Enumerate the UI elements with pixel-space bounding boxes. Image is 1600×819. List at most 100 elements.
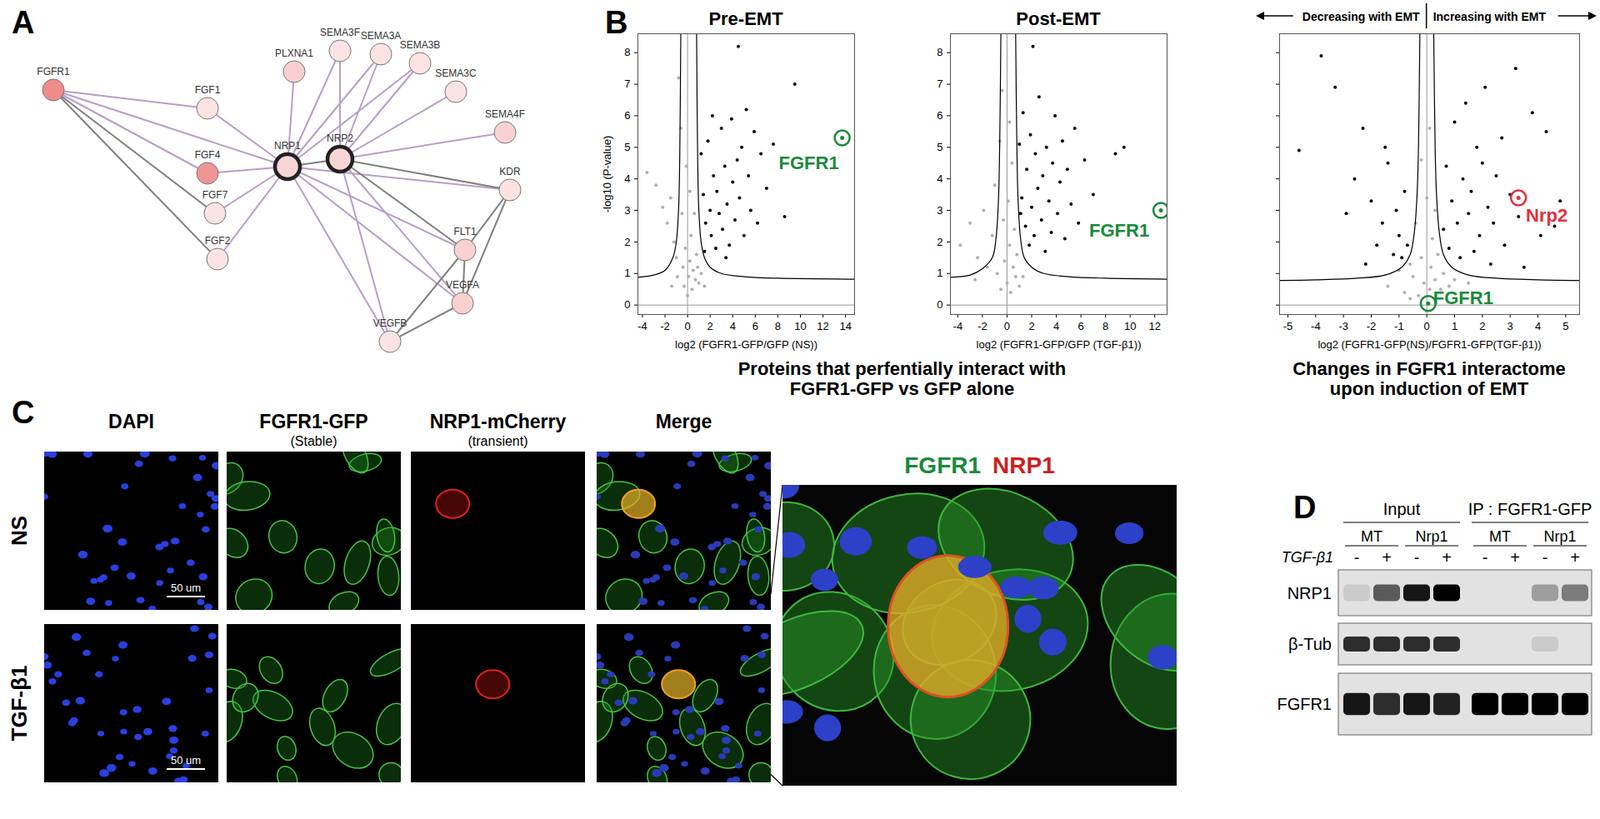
svg-text:14: 14 [839, 320, 851, 333]
svg-text:7: 7 [624, 77, 630, 90]
svg-text:4: 4 [1053, 320, 1060, 333]
svg-text:FGF7: FGF7 [202, 189, 229, 201]
svg-text:KDR: KDR [499, 165, 521, 178]
svg-text:6: 6 [936, 109, 943, 122]
svg-text:SEMA3B: SEMA3B [400, 39, 441, 51]
svg-text:VEGFB: VEGFB [373, 317, 408, 330]
svg-text:Nrp1: Nrp1 [1415, 528, 1448, 545]
svg-text:-: - [1542, 548, 1549, 567]
svg-text:FGF4: FGF4 [195, 149, 221, 161]
svg-text:2: 2 [1479, 320, 1485, 333]
svg-text:1: 1 [1451, 320, 1458, 333]
svg-text:FGFR1: FGFR1 [1089, 220, 1150, 241]
svg-text:Input: Input [1383, 500, 1421, 519]
svg-text:MT: MT [1489, 528, 1511, 545]
svg-text:50 um: 50 um [170, 581, 201, 595]
svg-text:Merge: Merge [655, 410, 713, 433]
svg-text:6: 6 [624, 109, 630, 122]
svg-text:FGFR1: FGFR1 [779, 151, 840, 173]
svg-text:B: B [605, 5, 628, 40]
svg-text:D: D [1293, 490, 1316, 525]
svg-text:-1: -1 [1394, 320, 1405, 333]
svg-text:log2 (FGFR1-GFP(NS)/FGFR1-GFP(: log2 (FGFR1-GFP(NS)/FGFR1-GFP(TGF-β1)) [1317, 338, 1541, 351]
svg-text:log2 (FGFR1-GFP/GFP (TGF-β1)): log2 (FGFR1-GFP/GFP (TGF-β1)) [976, 338, 1142, 351]
svg-text:SEMA4F: SEMA4F [485, 108, 525, 120]
svg-text:10: 10 [1124, 320, 1136, 333]
svg-text:NRP2: NRP2 [326, 132, 354, 145]
svg-text:-4: -4 [1310, 320, 1321, 333]
svg-text:0: 0 [936, 298, 943, 311]
svg-text:-3: -3 [1338, 320, 1349, 333]
svg-text:FLT1: FLT1 [453, 225, 476, 238]
svg-text:2: 2 [936, 235, 943, 249]
svg-text:(Stable): (Stable) [290, 434, 337, 449]
svg-text:8: 8 [936, 45, 943, 59]
svg-text:VEGFA: VEGFA [445, 279, 480, 291]
svg-text:-2: -2 [660, 320, 670, 333]
svg-text:1: 1 [624, 266, 630, 280]
svg-text:1: 1 [936, 266, 943, 280]
svg-text:upon induction of EMT: upon induction of EMT [1330, 378, 1530, 400]
svg-text:FGFR1-GFP vs GFP alone: FGFR1-GFP vs GFP alone [790, 378, 1015, 400]
svg-text:4: 4 [936, 172, 943, 185]
svg-text:0: 0 [1424, 320, 1430, 333]
svg-text:SEMA3C: SEMA3C [435, 67, 477, 80]
svg-text:50 um: 50 um [170, 754, 201, 767]
svg-text:MT: MT [1360, 528, 1383, 545]
svg-text:3: 3 [624, 204, 630, 217]
svg-text:+: + [1510, 548, 1520, 567]
svg-text:-log10 (P-value): -log10 (P-value) [600, 135, 614, 214]
svg-text:IP : FGFR1-GFP: IP : FGFR1-GFP [1468, 500, 1593, 519]
svg-text:FGFR1: FGFR1 [36, 65, 70, 78]
svg-text:FGF1: FGF1 [195, 84, 221, 96]
svg-text:5: 5 [624, 140, 630, 154]
svg-text:TGF-β1: TGF-β1 [1281, 549, 1334, 566]
svg-text:-: - [1354, 548, 1360, 567]
svg-text:Changes in FGFR1 interactome: Changes in FGFR1 interactome [1292, 358, 1566, 380]
svg-text:Nrp2: Nrp2 [1525, 205, 1568, 226]
svg-text:6: 6 [1077, 320, 1084, 333]
svg-text:6: 6 [752, 320, 759, 333]
svg-text:FGFR1-GFP: FGFR1-GFP [259, 410, 368, 433]
svg-text:3: 3 [936, 204, 943, 217]
svg-text:Pre-EMT: Pre-EMT [708, 8, 784, 30]
svg-text:FGF2: FGF2 [205, 235, 231, 247]
svg-text:FGFR1NRP1: FGFR1NRP1 [904, 452, 1055, 479]
svg-text:Increasing with EMT: Increasing with EMT [1433, 10, 1547, 24]
svg-text:4: 4 [1535, 320, 1541, 333]
svg-text:7: 7 [936, 77, 943, 90]
svg-text:8: 8 [1102, 320, 1109, 333]
svg-text:2: 2 [1028, 320, 1035, 333]
svg-text:0: 0 [684, 320, 690, 333]
svg-text:log2 (FGFR1-GFP/GFP (NS)): log2 (FGFR1-GFP/GFP (NS)) [675, 338, 818, 351]
svg-text:SEMA3F: SEMA3F [320, 26, 360, 39]
svg-text:8: 8 [624, 45, 630, 59]
svg-text:Post-EMT: Post-EMT [1015, 8, 1101, 30]
svg-text:5: 5 [1562, 320, 1569, 333]
svg-text:TGF-β1: TGF-β1 [6, 665, 32, 742]
svg-text:-4: -4 [953, 320, 964, 333]
svg-text:2: 2 [707, 320, 714, 333]
svg-text:DAPI: DAPI [108, 410, 155, 433]
svg-text:-: - [1414, 548, 1420, 567]
svg-text:FGFR1: FGFR1 [1433, 287, 1494, 309]
svg-text:10: 10 [794, 320, 806, 333]
svg-text:0: 0 [1004, 320, 1010, 333]
svg-text:12: 12 [1148, 320, 1160, 333]
svg-text:3: 3 [1507, 320, 1514, 333]
svg-text:PLXNA1: PLXNA1 [275, 47, 314, 60]
svg-text:Nrp1: Nrp1 [1543, 528, 1576, 545]
svg-text:(transient): (transient) [467, 434, 528, 449]
svg-text:+: + [1381, 548, 1392, 567]
svg-text:-: - [1482, 548, 1489, 567]
svg-text:A: A [11, 5, 35, 40]
svg-text:4: 4 [624, 172, 630, 185]
svg-text:Decreasing with EMT: Decreasing with EMT [1302, 10, 1420, 24]
svg-text:+: + [1441, 548, 1452, 567]
svg-text:-2: -2 [1366, 320, 1377, 333]
svg-text:12: 12 [816, 320, 829, 333]
svg-text:+: + [1570, 548, 1580, 567]
svg-text:NS: NS [6, 515, 32, 546]
svg-text:NRP1-mCherry: NRP1-mCherry [430, 410, 567, 433]
svg-text:8: 8 [775, 320, 781, 333]
